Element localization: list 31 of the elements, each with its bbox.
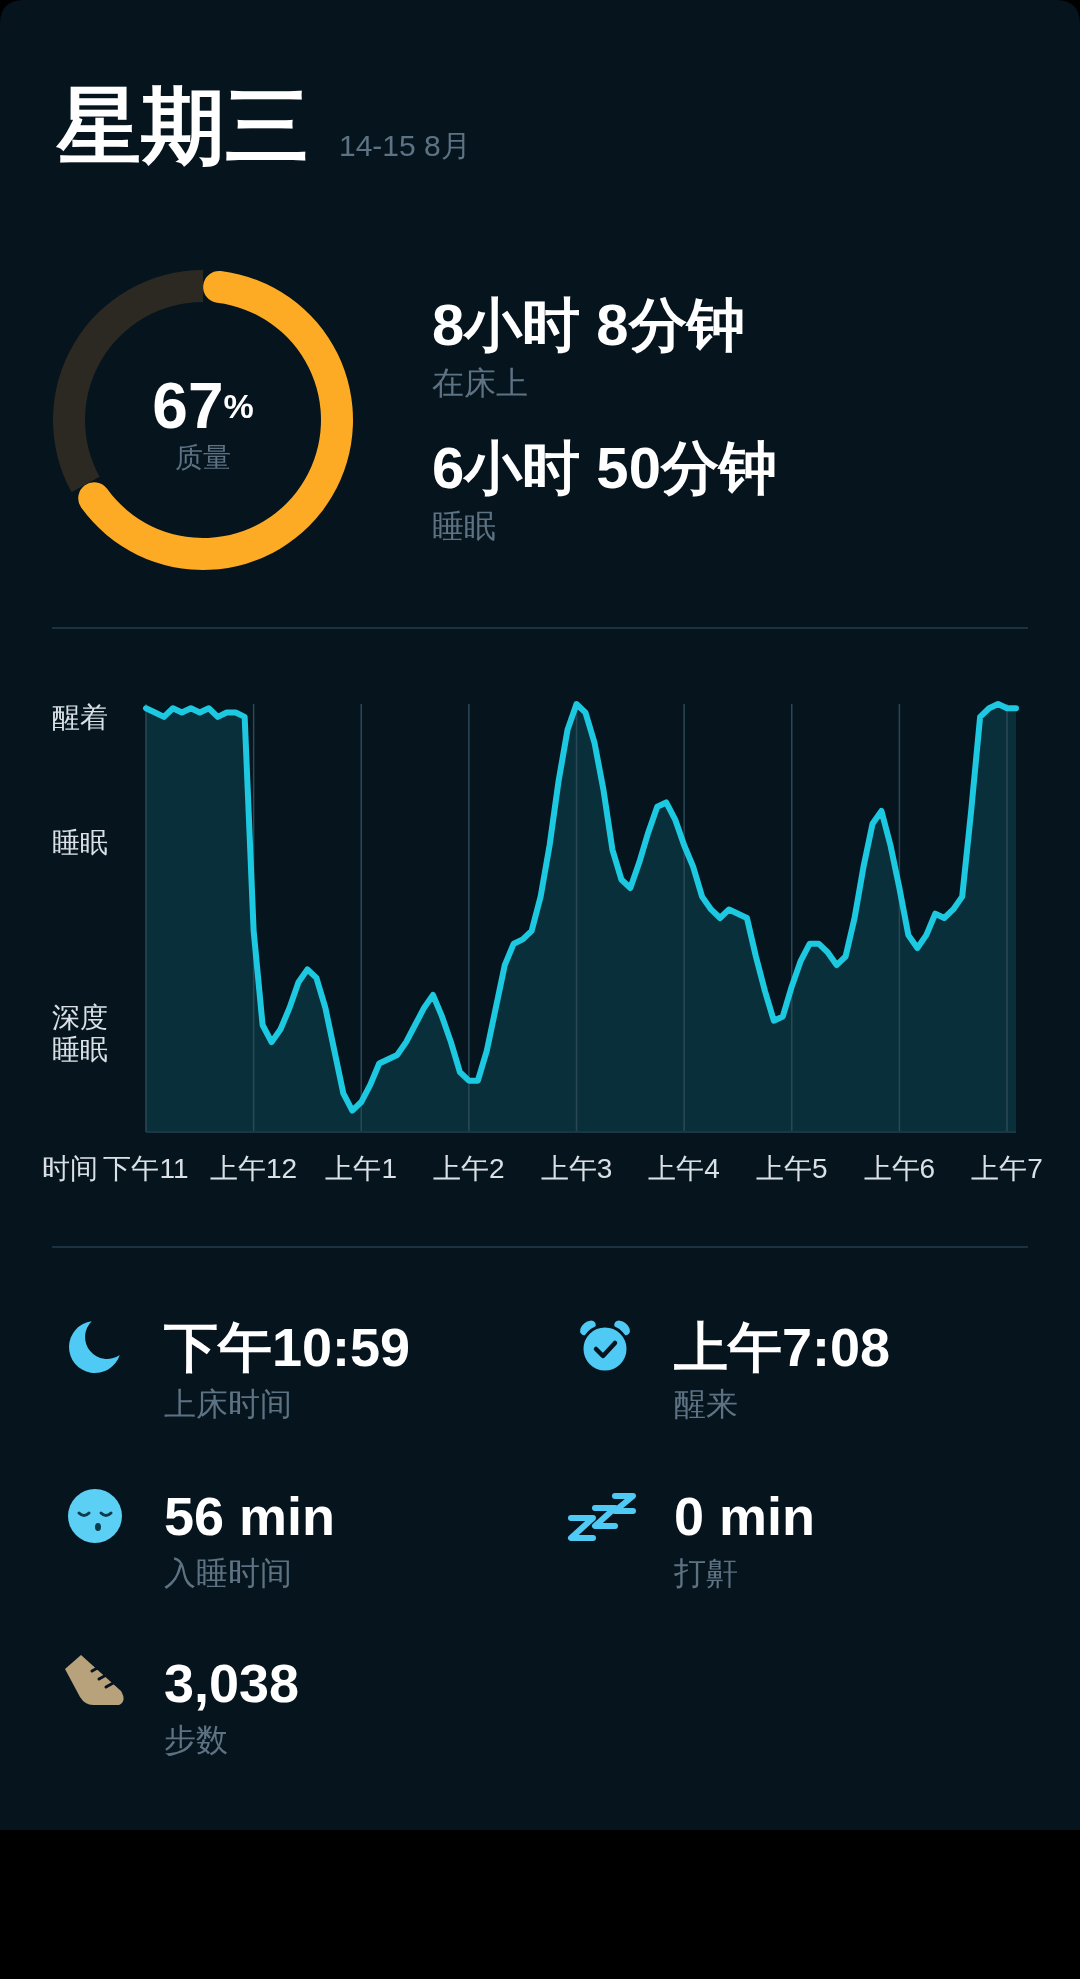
text: 质量 <box>175 441 231 473</box>
x-tick-label: 上午7 <box>971 1152 1043 1184</box>
text: 6小时 50分钟 <box>432 434 777 500</box>
x-tick-label: 上午2 <box>433 1152 505 1184</box>
text: 醒着 <box>52 701 108 733</box>
text: 上午7:08 <box>674 1317 891 1377</box>
text: 在床上 <box>432 365 528 401</box>
chart-title: 星期三 <box>55 79 309 173</box>
x-tick-label: 下午11 <box>103 1152 189 1184</box>
text: 醒来 <box>674 1386 738 1422</box>
x-tick-label: 上午3 <box>540 1152 613 1184</box>
chart-subtitle: 14-15 8月 <box>339 128 471 162</box>
x-tick-label: 上午1 <box>325 1152 398 1184</box>
text: 深度睡眠 <box>52 1001 108 1065</box>
text: 上床时间 <box>164 1386 292 1422</box>
text: 56 min <box>164 1486 336 1546</box>
x-tick-label: 上午5 <box>755 1152 828 1184</box>
text: 3,038 <box>164 1653 300 1713</box>
x-tick-label: 上午4 <box>648 1152 720 1184</box>
data-label: 67% <box>152 370 254 442</box>
text: 步数 <box>164 1722 228 1758</box>
x-tick-label: 上午12 <box>210 1152 298 1184</box>
x-axis-title: 时间 <box>42 1152 99 1184</box>
text: 打鼾 <box>673 1555 738 1591</box>
text: 睡眠 <box>432 508 496 544</box>
text: 下午10:59 <box>164 1317 411 1377</box>
text: 睡眠 <box>52 826 108 858</box>
text: 入睡时间 <box>164 1555 292 1591</box>
x-tick-label: 上午6 <box>863 1152 936 1184</box>
text: 8小时 8分钟 <box>432 291 745 357</box>
text: 0 min <box>674 1486 816 1546</box>
